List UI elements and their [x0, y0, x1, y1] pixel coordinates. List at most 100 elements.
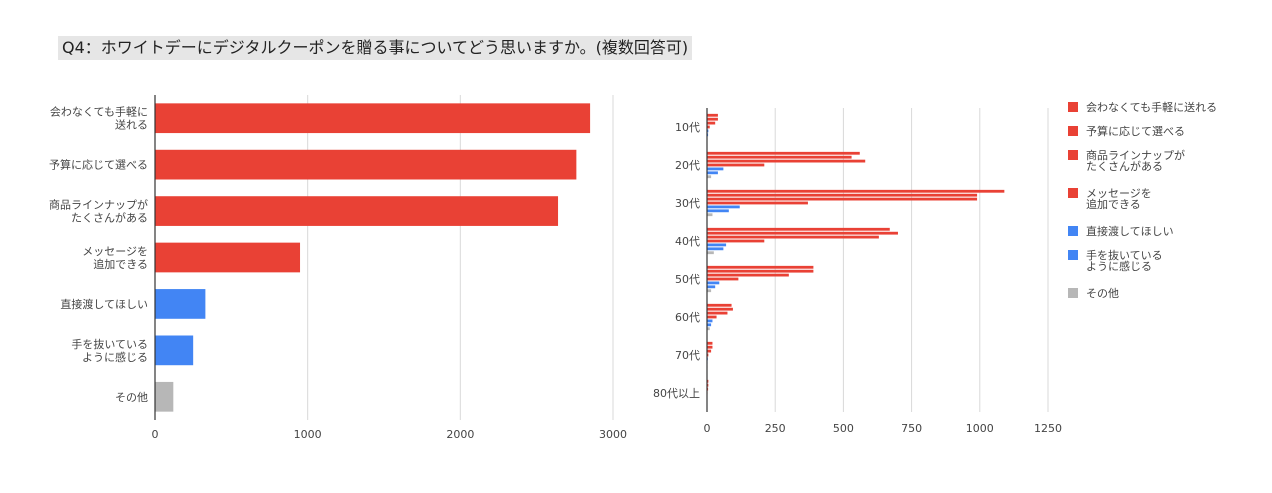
bar [155, 149, 577, 180]
legend-swatch [1068, 226, 1078, 236]
bar [707, 121, 716, 125]
bar [707, 383, 709, 387]
bar [155, 103, 591, 134]
bar [707, 125, 710, 129]
category-label: たくさんがある [71, 211, 148, 225]
bar [707, 269, 814, 273]
category-label: 会わなくても手軽に [50, 105, 148, 119]
bar [707, 175, 712, 179]
bar [707, 231, 898, 235]
category-label: 直接渡してほしい [60, 297, 148, 311]
bar [707, 303, 732, 307]
overall-bar-chart: 0 1000 2000 3000 会わなくても手軽に送れる予算に応じて選べる商品ラインナ… [49, 95, 627, 441]
bar [707, 171, 718, 175]
category-label: 送れる [115, 118, 148, 132]
legend-swatch [1068, 150, 1078, 160]
bar [707, 189, 1005, 193]
bar [707, 167, 724, 171]
bar [707, 285, 716, 289]
bar [155, 335, 194, 366]
bar [707, 227, 890, 231]
category-label: 商品ラインナップが [49, 198, 148, 212]
category-label: 40代 [675, 235, 700, 248]
legend-label: 会わなくても手軽に送れる [1086, 100, 1217, 114]
bar [707, 307, 733, 311]
bar [707, 205, 740, 209]
x-tick-label: 2000 [446, 428, 474, 441]
bar [155, 242, 301, 273]
chart-title: Q4：ホワイトデーにデジタルクーポンを贈る事についてどう思いますか。(複数回答可… [58, 36, 693, 60]
legend-swatch [1068, 102, 1078, 112]
category-label: ように感じる [82, 351, 148, 364]
legend-label: 直接渡してほしい [1086, 224, 1174, 238]
legend-label: メッセージを [1086, 187, 1152, 200]
bar [707, 265, 814, 269]
bar [155, 289, 206, 319]
bar [707, 273, 789, 277]
bar [707, 315, 717, 319]
bar [707, 311, 728, 315]
bar [707, 323, 712, 327]
bar [707, 247, 724, 251]
category-label: 70代 [675, 349, 700, 362]
legend-label: その他 [1086, 287, 1119, 300]
bar [707, 251, 714, 255]
bar [707, 129, 709, 133]
legend-label: ように感じる [1086, 260, 1152, 273]
bar [707, 277, 739, 281]
category-label: 60代 [675, 311, 700, 324]
category-label: 手を抜いている [71, 337, 148, 351]
bar [707, 281, 720, 285]
bar [707, 201, 808, 205]
legend-swatch [1068, 188, 1078, 198]
category-label: メッセージを [82, 245, 148, 258]
bar [707, 327, 710, 331]
bar [707, 213, 713, 217]
bar [707, 379, 709, 383]
x-tick-label: 3000 [599, 428, 627, 441]
legend-swatch [1068, 126, 1078, 136]
legend-swatch [1068, 288, 1078, 298]
bar [707, 159, 866, 163]
category-label: 50代 [675, 273, 700, 286]
x-tick-label: 0 [704, 422, 711, 435]
bar [707, 155, 852, 159]
bar [707, 319, 713, 323]
bar [707, 345, 713, 349]
x-tick-label: 1000 [966, 422, 994, 435]
bar [707, 117, 718, 121]
bar [707, 209, 729, 213]
x-tick-label: 500 [833, 422, 854, 435]
bar [707, 197, 978, 201]
x-tick-label: 1000 [294, 428, 322, 441]
bar [155, 196, 559, 226]
bar [707, 239, 765, 243]
legend-label: たくさんがある [1086, 159, 1163, 173]
category-label: 80代以上 [653, 387, 700, 400]
bar [707, 235, 879, 239]
category-label: 30代 [675, 197, 700, 210]
legend-label: 予算に応じて選べる [1086, 124, 1185, 138]
bar [707, 353, 709, 357]
bar [707, 243, 727, 247]
bar [707, 163, 765, 167]
x-tick-label: 0 [152, 428, 159, 441]
bar [707, 289, 712, 293]
legend-label: 商品ラインナップが [1086, 148, 1185, 162]
x-tick-label: 750 [901, 422, 922, 435]
category-label: 10代 [675, 121, 700, 134]
legend-label: 追加できる [1086, 197, 1141, 211]
bar [707, 341, 713, 345]
category-label: 追加できる [93, 257, 148, 271]
legend-label: 手を抜いている [1086, 248, 1163, 262]
category-label: 予算に応じて選べる [49, 158, 148, 172]
category-label: その他 [115, 391, 148, 404]
category-label: 20代 [675, 159, 700, 172]
bar [707, 151, 860, 155]
bar [707, 349, 712, 353]
x-tick-label: 250 [765, 422, 786, 435]
x-tick-label: 1250 [1034, 422, 1062, 435]
bar [155, 381, 174, 412]
bar [707, 113, 718, 117]
